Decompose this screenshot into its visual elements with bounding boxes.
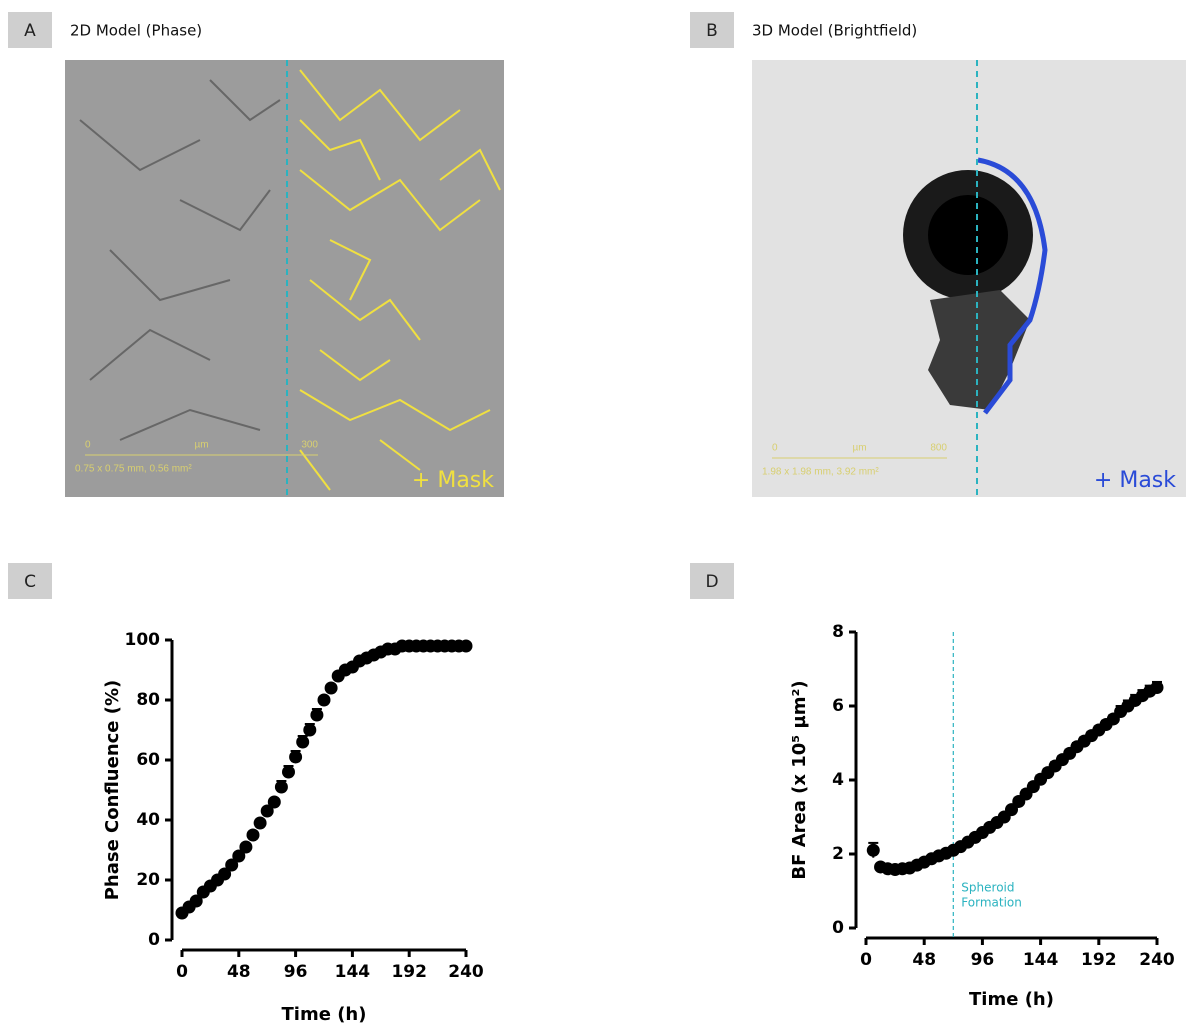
- scale-unit: µm: [194, 440, 208, 451]
- scale-start: 0: [85, 440, 91, 451]
- y-axis-label: BF Area (x 10⁵ µm²): [789, 680, 810, 879]
- x-tick-label: 48: [912, 950, 936, 970]
- data-point: [296, 735, 310, 749]
- panel-label-box: [8, 12, 52, 48]
- mask-label: + Mask: [1094, 468, 1176, 493]
- y-tick-label: 60: [136, 750, 160, 770]
- data-point: [303, 723, 317, 737]
- image-b: [752, 60, 1186, 497]
- data-point: [232, 849, 246, 863]
- scale-unit: µm: [852, 443, 866, 454]
- data-point: [189, 894, 203, 908]
- x-tick-label: 192: [391, 962, 427, 982]
- panel-label: B: [706, 21, 718, 41]
- data-point: [267, 795, 281, 809]
- x-axis-label: Time (h): [969, 989, 1054, 1010]
- scale-start: 0: [772, 443, 778, 454]
- data-point: [218, 867, 232, 881]
- panel-label: D: [705, 572, 718, 592]
- data-point: [324, 681, 338, 695]
- data-point: [317, 693, 331, 707]
- data-point: [289, 750, 303, 764]
- x-tick-label: 96: [971, 950, 995, 970]
- y-tick-label: 6: [832, 696, 844, 716]
- y-tick-label: 0: [832, 918, 844, 938]
- scale-caption: 1.98 x 1.98 mm, 3.92 mm²: [762, 467, 879, 478]
- data-point: [239, 840, 253, 854]
- panel-label: C: [24, 572, 36, 592]
- y-tick-label: 20: [136, 870, 160, 890]
- data-point: [253, 816, 267, 830]
- panel-title: 2D Model (Phase): [70, 22, 202, 40]
- data-point: [1150, 681, 1164, 694]
- x-tick-label: 240: [1139, 950, 1175, 970]
- data-point: [459, 639, 473, 653]
- x-tick-label: 48: [227, 962, 251, 982]
- panel-label: A: [24, 21, 36, 41]
- data-point: [274, 780, 288, 794]
- x-tick-label: 96: [284, 962, 308, 982]
- annotation-text: Spheroid: [961, 881, 1014, 895]
- data-point: [246, 828, 260, 842]
- x-tick-label: 0: [860, 950, 872, 970]
- x-axis-label: Time (h): [282, 1004, 367, 1025]
- x-tick-label: 144: [1023, 950, 1059, 970]
- y-tick-label: 100: [125, 630, 161, 650]
- panel-label-box: [690, 12, 734, 48]
- panel-title: 3D Model (Brightfield): [752, 22, 917, 40]
- mask-label: + Mask: [412, 468, 494, 493]
- x-tick-label: 0: [176, 962, 188, 982]
- data-point: [866, 843, 880, 857]
- panel-label-box: [690, 563, 734, 599]
- y-tick-label: 2: [832, 844, 844, 864]
- y-tick-label: 0: [148, 930, 160, 950]
- y-tick-label: 4: [832, 770, 844, 790]
- scale-end: 800: [930, 443, 947, 454]
- scale-end: 300: [301, 440, 318, 451]
- y-tick-label: 80: [136, 690, 160, 710]
- annotation-text: Formation: [961, 896, 1022, 910]
- y-tick-label: 40: [136, 810, 160, 830]
- panel-label-box: [8, 563, 52, 599]
- data-point: [260, 804, 274, 818]
- x-tick-label: 144: [335, 962, 371, 982]
- scale-caption: 0.75 x 0.75 mm, 0.56 mm²: [75, 464, 192, 475]
- y-axis-label: Phase Confluence (%): [102, 680, 123, 901]
- data-point: [282, 765, 295, 779]
- data-point: [310, 708, 324, 722]
- image-a: [65, 60, 504, 497]
- y-tick-label: 8: [832, 622, 844, 642]
- data-point: [225, 858, 239, 872]
- x-tick-label: 192: [1081, 950, 1117, 970]
- x-tick-label: 240: [448, 962, 484, 982]
